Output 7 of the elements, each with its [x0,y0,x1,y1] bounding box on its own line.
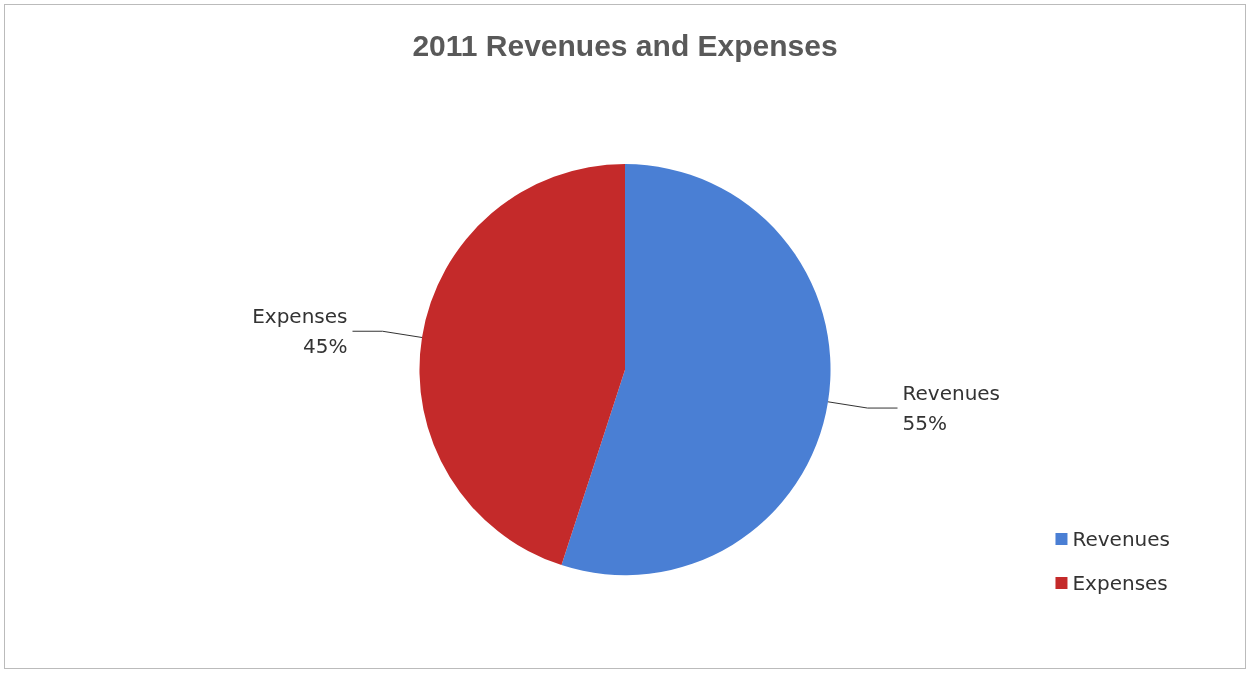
slice-label: Revenues [902,381,1001,406]
data-label: 45% [303,334,348,359]
legend-label: Revenues [1072,527,1171,551]
legend-label: Expenses [1072,571,1168,595]
chart-title: 2011 Revenues and Expenses [412,28,838,62]
data-label: 55% [902,411,947,436]
slice-label: Expenses [252,304,348,329]
